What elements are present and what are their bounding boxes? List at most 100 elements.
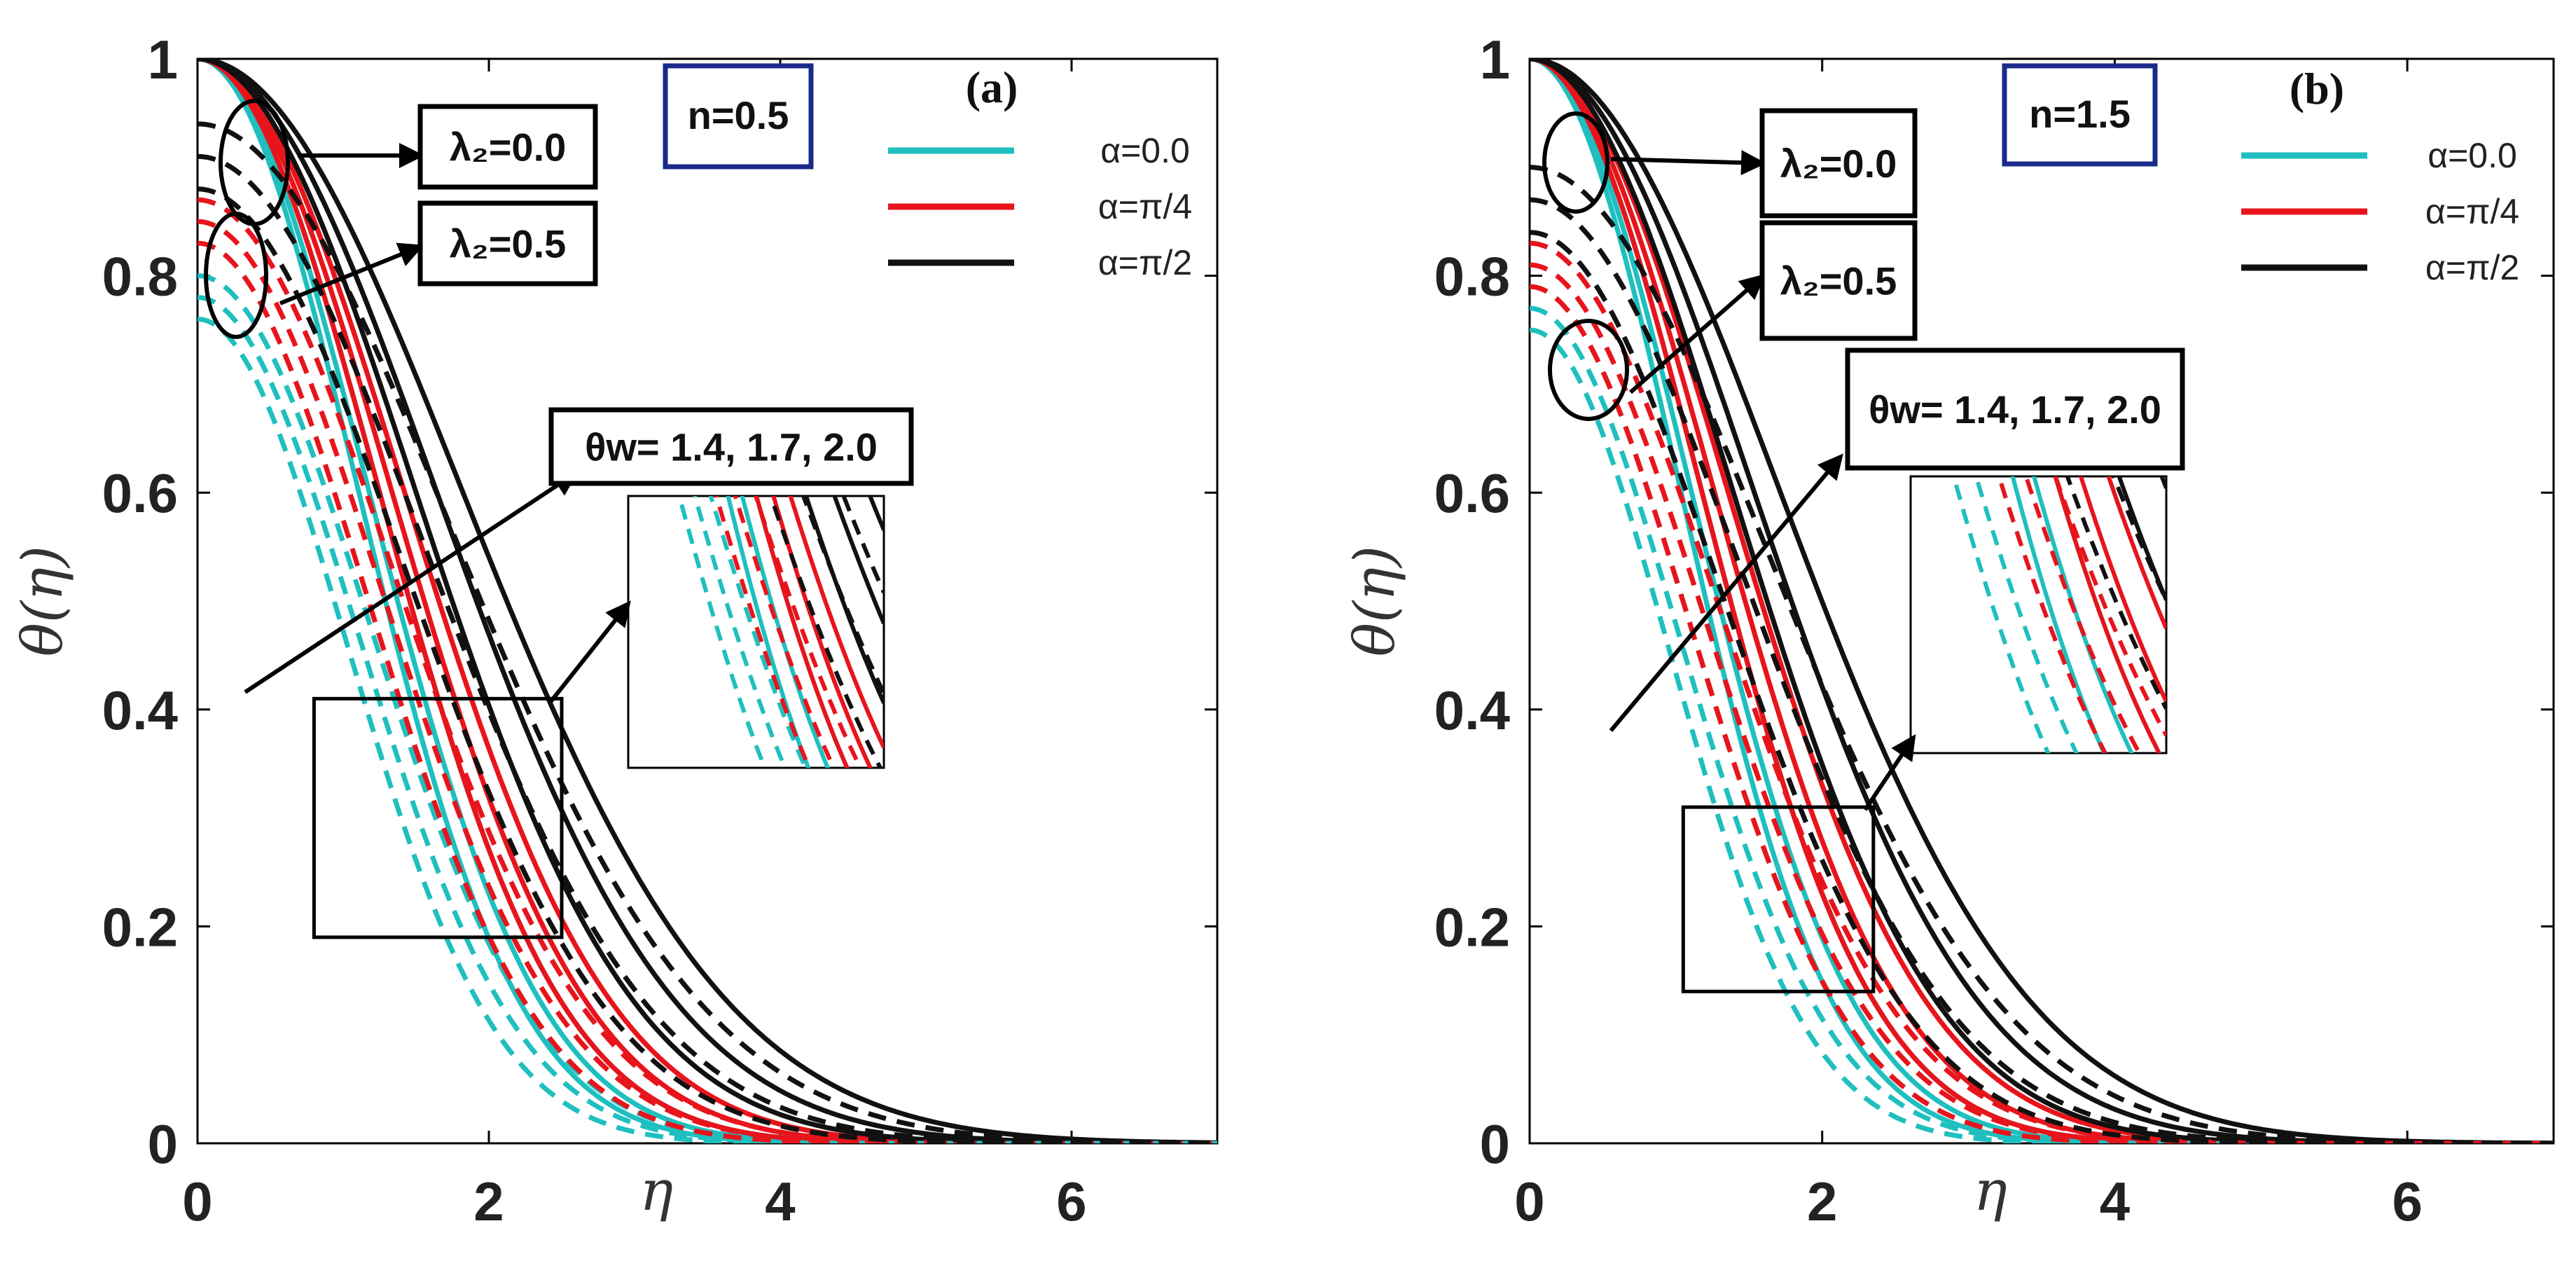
arrow-zoom [548, 600, 631, 703]
series-line [198, 317, 1217, 1143]
series-group [198, 59, 1217, 1143]
x-axis-label: η [639, 1158, 673, 1223]
inset-series-line [708, 496, 808, 768]
y-tick-label: 1 [148, 29, 178, 90]
inset-series-line [1951, 476, 2051, 753]
y-axis-label: θ(η) [10, 546, 75, 657]
inset-series-line [2010, 476, 2107, 753]
series-line [198, 153, 1217, 1143]
y-tick-label: 0.2 [1434, 896, 1510, 958]
inset-series-line [2053, 476, 2166, 737]
inset-series-line [2106, 476, 2166, 630]
x-tick-label: 4 [2100, 1171, 2130, 1232]
lambda-label-05-box [417, 200, 598, 287]
n-value-box [2002, 63, 2158, 167]
ellipse-lambda-0 [1542, 111, 1609, 214]
lambda-label-05-box [1759, 220, 1918, 341]
legend-label: α=0.0 [1100, 131, 1190, 170]
legend-label: α=0.0 [2428, 136, 2517, 175]
series-group [1530, 59, 2554, 1143]
inset-series-line [2023, 476, 2142, 753]
lambda-label-0: λ₂=0.0 [1780, 142, 1897, 186]
series-line [1530, 59, 2554, 1143]
x-tick-label: 0 [182, 1171, 212, 1232]
y-tick-label: 0.6 [1434, 462, 1510, 524]
inset-series-group [1911, 0, 2166, 753]
x-tick-label: 2 [1807, 1171, 1837, 1232]
inset-series-line [788, 496, 884, 749]
series-line [1530, 59, 2554, 1143]
inset-series-line [768, 496, 883, 768]
theta-w-label: θw= 1.4, 1.7, 2.0 [1869, 387, 2161, 432]
arrow-lambda-05 [279, 242, 424, 305]
inset-series-line [1911, 0, 2166, 357]
panel-b: 0 0.2 0.4 0.6 0.8 1 0 2 4 6 η θ(η) λ₂=0.0 λ₂=0.5 θw= 1… [1342, 0, 2555, 1232]
legend-label: α=π/2 [1098, 243, 1192, 282]
series-line [1530, 284, 2554, 1143]
theta-w-label-box [1845, 347, 2185, 471]
panel-label: (b) [2290, 64, 2344, 113]
inset-series-group [677, 496, 884, 768]
inset-series-line [832, 496, 884, 625]
series-line [1530, 305, 2554, 1143]
lambda-label-05: λ₂=0.5 [1780, 259, 1897, 303]
x-tick-label: 6 [2392, 1171, 2422, 1232]
inset-series-line [2117, 476, 2166, 601]
y-tick-label: 0.4 [102, 680, 178, 741]
y-tick-label: 0 [1480, 1113, 1510, 1175]
series-line [198, 295, 1217, 1143]
x-tick-label: 4 [765, 1171, 795, 1232]
inset-series-line [801, 496, 884, 695]
panel-a: 0 0.2 0.4 0.6 0.8 1 0 2 4 6 η θ(η) λ₂=0.0 λ₂=0.5 θw= 1… [10, 29, 1219, 1232]
theta-w-label: θw= 1.4, 1.7, 2.0 [585, 425, 878, 469]
inset-series-line [754, 496, 850, 768]
arrow-theta-w [1609, 453, 1843, 732]
arrow-zoom [1863, 734, 1916, 811]
y-tick-label: 1 [1480, 29, 1510, 90]
inset-series-line [733, 496, 836, 768]
y-tick-label: 0.2 [102, 896, 178, 958]
x-tick-label: 0 [1514, 1171, 1544, 1232]
legend-label: α=π/4 [1098, 187, 1192, 226]
y-tick-label: 0.8 [102, 246, 178, 308]
series-line [1530, 165, 2554, 1143]
inset-series-line [771, 496, 873, 768]
series-line [1530, 240, 2554, 1143]
panel-label: (a) [966, 62, 1018, 112]
legend-label: α=π/4 [2425, 192, 2519, 231]
inset-series-line [1974, 476, 2079, 753]
series-line [198, 121, 1217, 1143]
inset-series-line [726, 496, 811, 768]
arrow-lambda-05 [1629, 274, 1766, 394]
zoom-region-box [312, 696, 564, 939]
lambda-label-0-box [1759, 108, 1918, 219]
legend-label: α=π/2 [2425, 248, 2519, 287]
arrow-theta-w [244, 471, 579, 694]
y-tick-label: 0 [148, 1113, 178, 1175]
y-tick-label: 0.6 [102, 462, 178, 524]
ellipse-lambda-05 [204, 212, 268, 339]
arrow-lambda-0 [1610, 150, 1766, 176]
series-line [198, 240, 1217, 1143]
series-line [1530, 59, 2554, 1143]
inset-series-line [2053, 476, 2162, 753]
ellipse-lambda-05 [1548, 319, 1629, 421]
y-tick-label: 0.4 [1434, 680, 1510, 741]
zoom-region-box [1681, 805, 1876, 993]
y-axis-label: θ(η) [1342, 546, 1407, 657]
n-value-label: n=0.5 [688, 93, 789, 137]
series-line [198, 219, 1217, 1143]
lambda-label-05: λ₂=0.5 [450, 222, 567, 266]
lambda-label-0-box [417, 104, 598, 190]
x-tick-label: 2 [473, 1171, 504, 1232]
inset-series-line [740, 496, 831, 768]
y-tick-label: 0.8 [1434, 246, 1510, 308]
n-value-box [663, 63, 814, 170]
series-line [1530, 262, 2554, 1143]
theta-w-label-box [548, 407, 914, 486]
inset-series-line [753, 496, 863, 768]
inset-series-line [2078, 476, 2166, 703]
x-tick-label: 6 [1056, 1171, 1086, 1232]
n-value-label: n=1.5 [2029, 92, 2131, 136]
